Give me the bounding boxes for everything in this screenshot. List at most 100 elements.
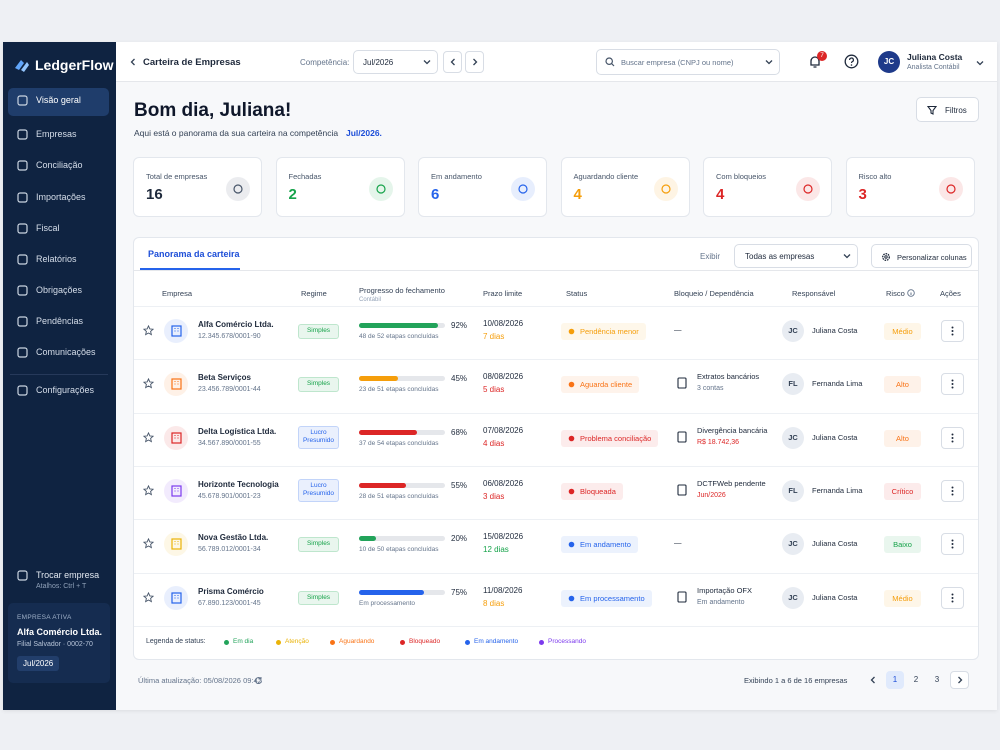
progress-steps: 28 de 51 etapas concluídas <box>359 492 439 500</box>
status-badge: Em andamento <box>561 536 638 554</box>
stat-card[interactable]: Aguardando cliente 4 <box>560 157 690 217</box>
nav-item[interactable]: Fiscal <box>36 223 60 233</box>
company-name[interactable]: Prisma Comércio <box>198 586 264 596</box>
show-select[interactable]: Todas as empresas <box>734 244 858 268</box>
company-name[interactable]: Beta Serviços <box>198 373 251 383</box>
actions-button[interactable] <box>941 320 964 342</box>
building-glyph <box>171 591 182 604</box>
dependency-detail: Jun/2026 <box>697 491 726 499</box>
nav-item[interactable]: Conciliação <box>36 160 83 170</box>
company-name[interactable]: Nova Gestão Ltda. <box>198 533 269 543</box>
progress-bar <box>359 323 439 328</box>
column-header: Ações <box>940 289 961 298</box>
building-glyph-glyph <box>171 431 182 444</box>
user-avatar[interactable]: JC <box>878 51 900 73</box>
nav-icon-glyph <box>17 160 28 171</box>
nav-item[interactable]: Pendências <box>36 316 84 326</box>
progress-label: 75% <box>451 587 468 597</box>
company-name[interactable]: Delta Logística Ltda. <box>198 426 277 436</box>
nav-item[interactable]: Comunicações <box>36 347 96 357</box>
building-glyph-glyph <box>171 325 182 337</box>
favorite-star-glyph <box>143 591 154 603</box>
actions-button[interactable] <box>941 426 964 449</box>
chevron-glyph <box>843 254 851 259</box>
nav-icon <box>17 285 28 296</box>
stat-card[interactable]: Em andamento 6 <box>418 157 547 217</box>
nav-icon <box>17 385 28 396</box>
regime-badge: Simples <box>298 377 339 392</box>
nav-item[interactable]: Configurações <box>36 385 95 395</box>
nav-item[interactable]: Empresas <box>36 129 77 139</box>
building-glyph-glyph <box>171 485 182 497</box>
progress-steps: 23 de 51 etapas concluídas <box>359 386 439 394</box>
stat-card[interactable]: Com bloqueios 4 <box>703 157 832 217</box>
stat-card[interactable]: Risco alto 3 <box>845 157 975 217</box>
active-period[interactable]: Jul/2026 <box>17 656 60 671</box>
company-cnpj: 23.456.789/0001-44 <box>198 386 261 394</box>
prev-period[interactable] <box>443 51 462 73</box>
nav-icon-glyph <box>17 347 28 358</box>
due-days: 12 dias <box>483 545 509 555</box>
regime-badge: Lucro Presumido <box>298 425 339 449</box>
column-header: Responsável <box>792 289 836 298</box>
period-label: Competência: <box>300 58 350 67</box>
search-box[interactable]: Buscar empresa (CNPJ ou nome) <box>596 49 780 75</box>
stat-card[interactable]: Total de empresas 16 <box>133 157 262 217</box>
responsible-name: Juliana Costa <box>812 592 858 602</box>
progress-label: 20% <box>451 534 468 544</box>
actions-button[interactable] <box>941 373 964 396</box>
brand: LedgerFlow <box>35 57 114 73</box>
tab-active[interactable]: Panorama da carteira <box>148 249 240 259</box>
responsible-avatar: JC <box>782 320 804 342</box>
period-select[interactable]: Jul/2026 <box>353 50 438 74</box>
stat-glyph-glyph <box>518 184 528 194</box>
company-cnpj: 56.789.012/0001-34 <box>198 546 261 554</box>
actions-button[interactable] <box>941 479 964 502</box>
switch-company[interactable]: Trocar empresa <box>36 570 100 580</box>
page-button[interactable]: 2 <box>913 675 919 684</box>
progress-bar <box>359 536 377 542</box>
next-page[interactable] <box>950 671 969 689</box>
nav-item[interactable]: Visão geral <box>36 95 81 105</box>
progress-bar <box>359 376 398 382</box>
company-name[interactable]: Alfa Comércio Ltda. <box>198 320 274 329</box>
status-badge: Em processamento <box>561 589 652 607</box>
status-dot-glyph <box>568 595 575 601</box>
column-subheader: Contábil <box>359 297 382 303</box>
logo-icon <box>13 56 31 74</box>
kebab-glyph <box>951 539 954 549</box>
actions-button[interactable] <box>941 533 964 556</box>
next-period[interactable] <box>465 51 484 73</box>
customize-button[interactable]: Personalizar colunas <box>871 244 972 268</box>
page-button[interactable]: 1 <box>886 671 904 689</box>
subtitle-period: Jul/2026. <box>346 128 382 138</box>
legend-label: Aguardando <box>339 638 375 645</box>
filters-button[interactable]: Filtros <box>916 97 979 122</box>
progress-label: 45% <box>451 374 468 384</box>
stat-card[interactable]: Fechadas 2 <box>275 157 405 217</box>
legend-label: Em dia <box>233 638 254 645</box>
subtitle: Aqui está o panorama da sua carteira na … <box>134 128 339 138</box>
building-glyph <box>171 378 182 390</box>
dependency: DCTFWeb pendente <box>697 478 766 488</box>
prev-page-glyph <box>870 676 875 684</box>
favorite-star <box>143 591 154 603</box>
company-name[interactable]: Horizonte Tecnologia <box>198 479 279 489</box>
chevron <box>956 676 964 684</box>
stat-icon <box>226 177 250 201</box>
page-button[interactable]: 3 <box>934 675 940 684</box>
notification-badge[interactable]: 7 <box>817 51 827 61</box>
nav-icon-glyph <box>17 129 28 140</box>
responsible-name: Fernanda Lima <box>812 379 863 389</box>
actions-button[interactable] <box>941 586 964 609</box>
due-days: 7 dias <box>483 332 505 341</box>
info-icon-glyph <box>907 289 915 297</box>
nav-item[interactable]: Obrigações <box>36 285 83 295</box>
nav-item[interactable]: Importações <box>36 192 86 202</box>
stat-glyph <box>375 184 386 194</box>
stat-icon <box>368 177 393 201</box>
company-icon <box>164 319 188 343</box>
nav-item[interactable]: Relatórios <box>36 254 77 264</box>
responsible-name: Juliana Costa <box>812 326 858 335</box>
dependency-icon <box>676 377 688 389</box>
